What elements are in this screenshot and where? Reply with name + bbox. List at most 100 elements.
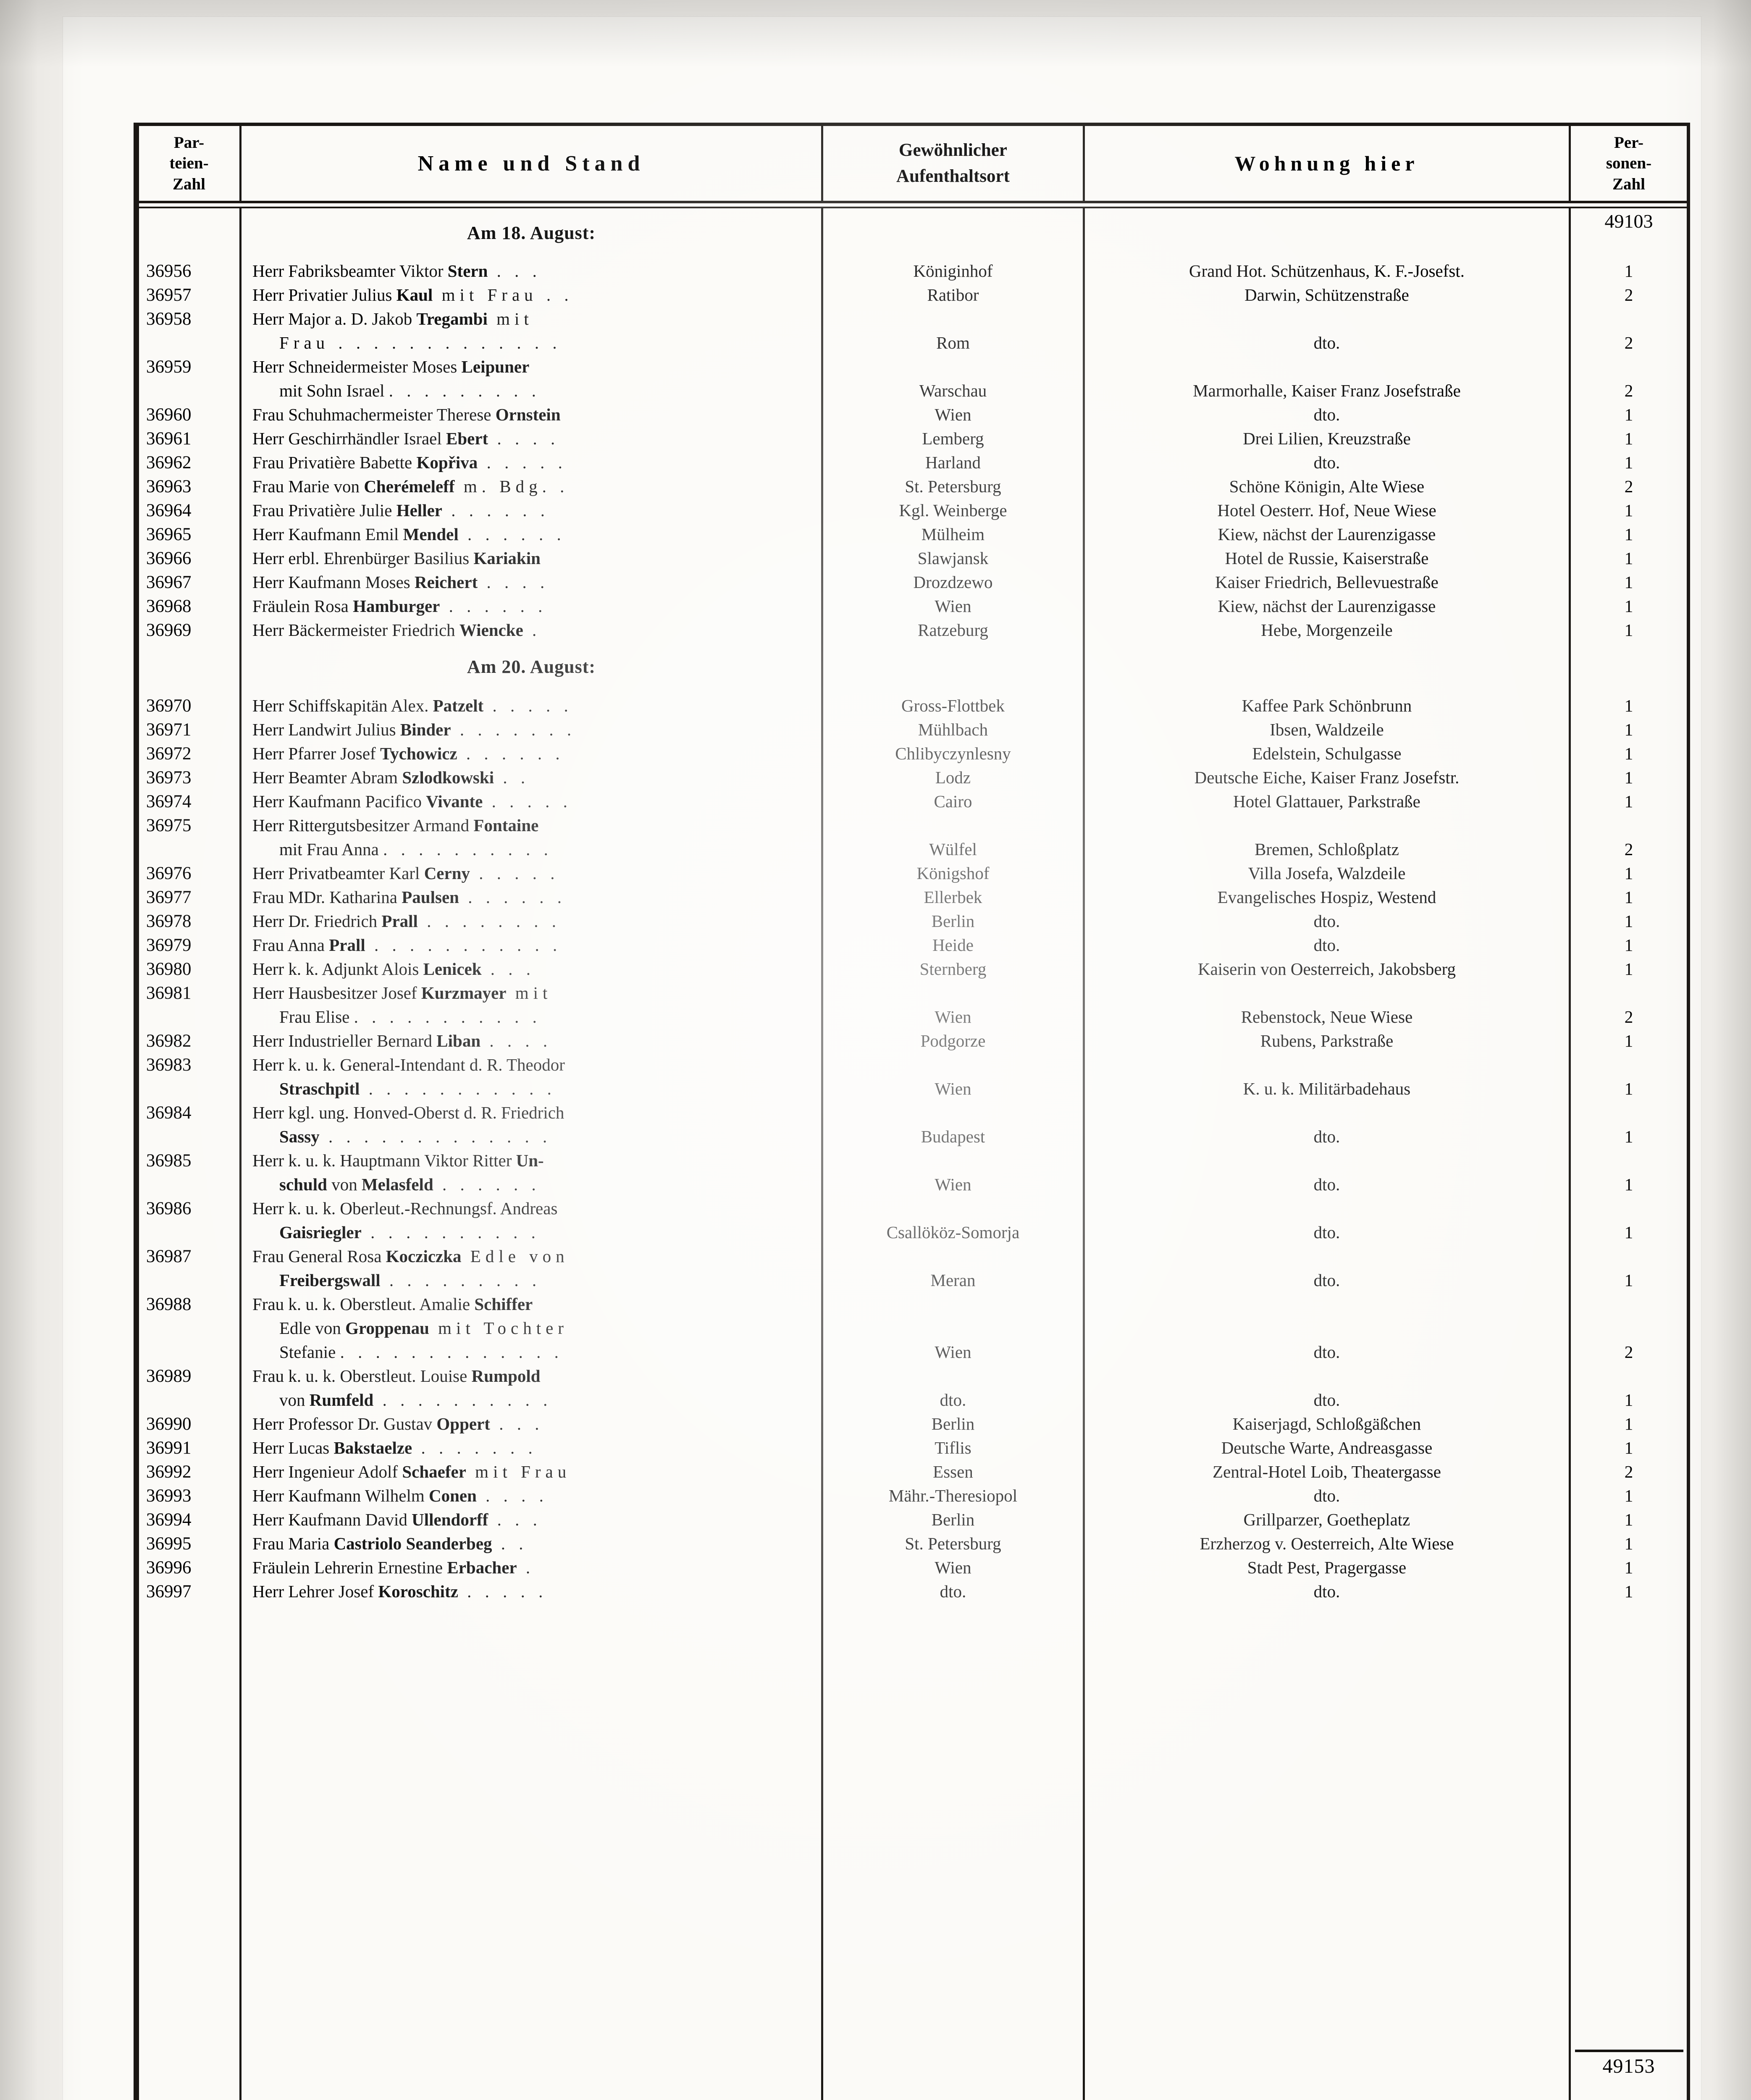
aufenthaltsort: Mülheim (921, 525, 985, 544)
page-total-box: 49153 (1572, 2050, 1686, 2078)
personen-zahl: 2 (1624, 333, 1633, 352)
parteien-zahl: 36966 (146, 549, 192, 568)
header-line: Par- (173, 134, 205, 152)
name-und-stand: mit Sohn Israel . . . . . . . . . (279, 381, 541, 400)
section-heading: Am 18. August: (467, 223, 596, 243)
name-und-stand: Herr Bäckermeister Friedrich Wiencke . (252, 620, 541, 640)
name-und-stand: Herr Kaufmann Emil Mendel . . . . . . (252, 525, 566, 544)
aufenthaltsort: Sternberg (919, 959, 987, 979)
wohnung-hier: Hotel Oesterr. Hof, Neue Wiese (1217, 501, 1436, 520)
aufenthaltsort: Tiflis (935, 1438, 971, 1457)
page-total: 49153 (1602, 2055, 1655, 2077)
parteien-zahl: 36988 (146, 1294, 192, 1314)
name-und-stand: Herr Privatier Julius Kaul mit Frau . . (252, 285, 573, 304)
name-und-stand: Edle von Groppenau mit Tochter (279, 1318, 568, 1338)
aufenthaltsort: Rom (936, 333, 970, 352)
name-und-stand: Frau k. u. k. Oberstleut. Louise Rumpold (252, 1366, 541, 1386)
column-header-parteien-zahl: Par- teien- Zahl (139, 126, 239, 201)
aufenthaltsort: Lodz (935, 768, 971, 787)
aufenthaltsort: Wien (935, 1007, 971, 1026)
personen-zahl: 2 (1624, 285, 1633, 304)
header-line: Zahl (1612, 175, 1646, 193)
personen-zahl: 1 (1624, 959, 1633, 979)
wohnung-hier: dto. (1313, 1127, 1340, 1146)
personen-zahl: 1 (1624, 549, 1633, 568)
parteien-zahl: 36960 (146, 405, 192, 425)
wohnung-hier: Kaffee Park Schönbrunn (1242, 696, 1412, 715)
column-header-wohnung-hier: Wohnung hier (1085, 126, 1569, 201)
name-und-stand: Frau Marie von Cherémeleff m. Bdg. . (252, 477, 569, 496)
parteien-zahl: 36965 (146, 525, 192, 544)
personen-zahl: 1 (1624, 1558, 1633, 1577)
personen-zahl: 1 (1624, 887, 1633, 907)
personen-zahl: 1 (1624, 1390, 1633, 1410)
personen-zahl: 1 (1624, 620, 1633, 640)
name-und-stand: Herr Kaufmann Wilhelm Conen . . . . (252, 1486, 548, 1505)
personen-zahl: 1 (1624, 572, 1633, 592)
personen-zahl: 1 (1624, 744, 1633, 763)
wohnung-hier: dto. (1313, 405, 1340, 424)
name-und-stand: Herr Fabriksbeamter Viktor Stern . . . (252, 261, 541, 281)
aufenthaltsort: Essen (933, 1462, 973, 1481)
aufenthaltsort: Wien (935, 596, 971, 616)
personen-zahl: 1 (1624, 1438, 1633, 1457)
personen-zahl: 1 (1624, 1510, 1633, 1529)
wohnung-hier: Kaiser Friedrich, Bellevuestraße (1215, 572, 1439, 592)
wohnung-hier: dto. (1313, 1390, 1340, 1410)
name-und-stand: Herr Beamter Abram Szlodkowski . . (252, 768, 530, 787)
name-und-stand: Herr Professor Dr. Gustav Oppert . . . (252, 1414, 544, 1433)
aufenthaltsort: Königshof (916, 864, 990, 883)
personen-zahl: 1 (1624, 935, 1633, 955)
personen-zahl: 2 (1624, 477, 1633, 496)
name-und-stand: Herr Geschirrhändler Israel Ebert . . . … (252, 429, 560, 448)
parteien-zahl: 36970 (146, 696, 192, 716)
wohnung-hier: Deutsche Warte, Andreasgasse (1221, 1438, 1433, 1457)
aufenthaltsort: Meran (930, 1270, 976, 1290)
name-und-stand: Stefanie . . . . . . . . . . . . . (279, 1342, 563, 1362)
wohnung-hier: Kaiserjagd, Schloßgäßchen (1232, 1414, 1421, 1433)
name-und-stand: Herr Industrieller Bernard Liban . . . . (252, 1031, 552, 1050)
personen-zahl: 2 (1624, 1462, 1633, 1481)
name-und-stand: Frau Schuhmachermeister Therese Ornstein (252, 405, 561, 424)
wohnung-hier: Grillparzer, Goetheplatz (1243, 1510, 1410, 1529)
aufenthaltsort: Harland (925, 453, 981, 472)
parteien-zahl: 36956 (146, 261, 192, 281)
parteien-zahl: 36979 (146, 935, 192, 955)
name-und-stand: Herr kgl. ung. Honved-Oberst d. R. Fried… (252, 1103, 564, 1122)
aufenthaltsort: Kgl. Weinberge (899, 501, 1007, 520)
name-und-stand: Frau Privatière Julie Heller . . . . . . (252, 501, 549, 520)
personen-zahl: 1 (1624, 405, 1633, 424)
wohnung-hier: Drei Lilien, Kreuzstraße (1243, 429, 1411, 448)
name-und-stand: Herr Major a. D. Jakob Tregambi mit (252, 309, 533, 328)
wohnung-hier: Hotel de Russie, Kaiserstraße (1225, 549, 1429, 568)
aufenthaltsort: Podgorze (920, 1031, 986, 1050)
name-und-stand: Herr Kaufmann Moses Reichert . . . . (252, 572, 549, 592)
personen-zahl: 1 (1624, 768, 1633, 787)
parteien-zahl: 36985 (146, 1151, 192, 1171)
name-und-stand: Gaisriegler . . . . . . . . . . (279, 1223, 540, 1242)
parteien-zahl: 36978 (146, 911, 192, 931)
wohnung-hier: Marmorhalle, Kaiser Franz Josefstraße (1193, 381, 1461, 400)
parteien-zahl: 36994 (146, 1510, 192, 1530)
name-und-stand: Fräulein Lehrerin Ernestine Erbacher . (252, 1558, 535, 1577)
wohnung-hier: Evangelisches Hospiz, Westend (1217, 887, 1436, 907)
name-und-stand: Herr Schiffskapitän Alex. Patzelt . . . … (252, 696, 573, 715)
personen-zahl: 1 (1624, 911, 1633, 931)
parteien-zahl: 36964 (146, 501, 192, 520)
aufenthaltsort: Wien (935, 1342, 971, 1362)
name-und-stand: Frau Anna Prall . . . . . . . . . . . (252, 935, 562, 955)
aufenthaltsort: dto. (940, 1582, 966, 1601)
name-und-stand: Straschpitl . . . . . . . . . . . (279, 1079, 556, 1098)
aufenthaltsort: Wien (935, 1079, 971, 1098)
aufenthaltsort: St. Petersburg (905, 477, 1001, 496)
aufenthaltsort: Slawjansk (917, 549, 989, 568)
personen-zahl: 1 (1624, 429, 1633, 448)
personen-zahl: 1 (1624, 1127, 1633, 1146)
parteien-zahl: 36977 (146, 887, 192, 907)
wohnung-hier: Kiew, nächst der Laurenzigasse (1218, 525, 1436, 544)
parteien-zahl: 36959 (146, 357, 192, 377)
parteien-zahl: 36993 (146, 1486, 192, 1506)
name-und-stand: Herr Lehrer Josef Koroschitz . . . . . (252, 1582, 548, 1601)
name-und-stand: Frau MDr. Katharina Paulsen . . . . . . (252, 887, 566, 907)
